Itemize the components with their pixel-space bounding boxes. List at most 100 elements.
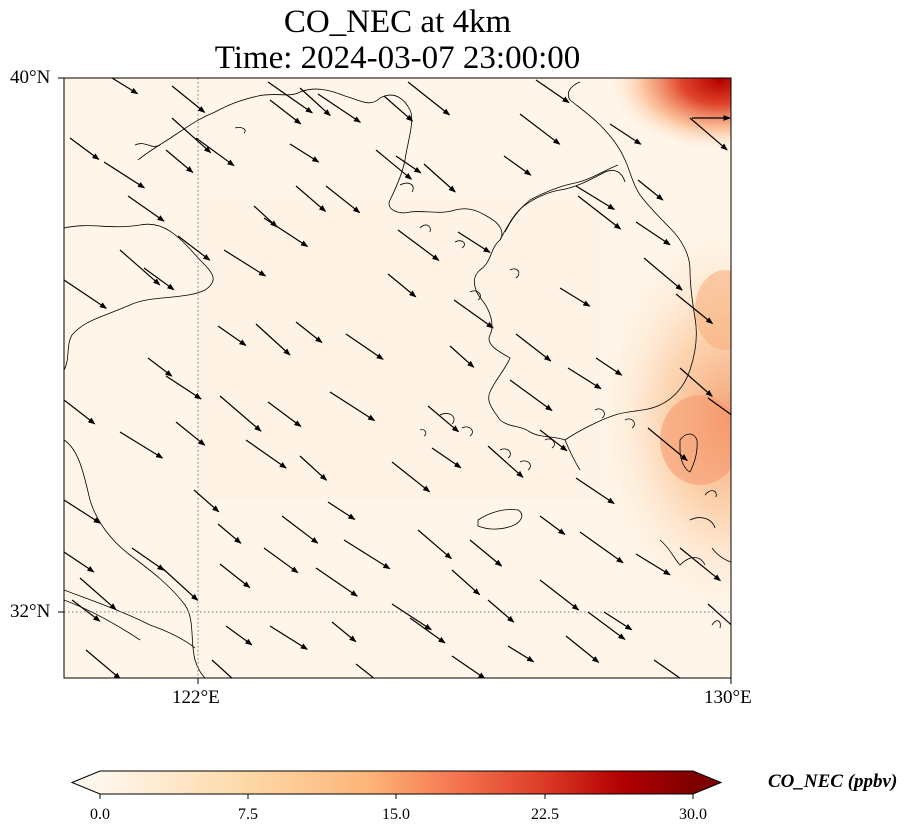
wind-vector-arrow [171, 85, 206, 113]
wind-vector-arrow [637, 179, 664, 201]
wind-vector-arrow [577, 195, 622, 230]
wind-vector-arrow [449, 345, 475, 368]
wind-vector-arrow [423, 163, 456, 193]
wind-vector-arrow [383, 95, 414, 122]
wind-vector-arrow [219, 395, 262, 432]
wind-vector-arrow [281, 515, 319, 544]
colorbar-tick-label: 0.0 [90, 806, 110, 823]
wind-vector-arrow [159, 565, 199, 601]
wind-vector-arrow [119, 431, 164, 459]
gridlines [64, 78, 731, 678]
wind-vector-arrow [119, 249, 161, 286]
lat-tick-label-40n: 40°N [10, 67, 51, 88]
co-concentration-field [64, 78, 731, 678]
wind-vector-arrow [79, 577, 117, 611]
wind-vector-arrow [595, 357, 623, 376]
wind-vector-arrow [131, 547, 165, 571]
wind-vector-arrow [217, 523, 242, 544]
wind-vector-arrow [609, 123, 642, 145]
wind-vector-arrow [64, 279, 107, 309]
wind-vector-arrow [85, 649, 121, 678]
wind-vector-arrow [539, 515, 566, 535]
wind-vector-arrow [587, 611, 626, 640]
wind-vector-arrow [263, 217, 309, 248]
wind-vector-arrow [391, 603, 432, 631]
wind-vector-arrow [299, 455, 328, 481]
wind-vector-arrow [171, 117, 212, 154]
colorbar-tick-label: 22.5 [531, 806, 559, 823]
wind-vector-arrow [289, 143, 320, 163]
wind-vector-arrow [143, 267, 175, 291]
wind-vector-arrow [707, 397, 731, 416]
wind-vector-arrow [487, 445, 524, 478]
colorbar-tick-label: 7.5 [238, 806, 258, 823]
wind-vector-arrow [127, 195, 165, 222]
wind-vector-arrow [679, 367, 713, 397]
wind-vector-arrow [327, 501, 356, 521]
colorbar-tick-label: 15.0 [382, 806, 410, 823]
wind-vector-arrow [575, 477, 615, 505]
axis-ticks [58, 77, 732, 684]
wind-vector-arrow [225, 625, 253, 646]
wind-vector-arrow [567, 367, 602, 390]
wind-vector-arrow [345, 333, 384, 360]
wind-vector-arrow [675, 293, 714, 325]
wind-vector-arrow [427, 405, 460, 433]
wind-vector-arrow [325, 185, 361, 214]
colorbar [70, 770, 723, 799]
wind-vector-arrow [165, 149, 194, 173]
wind-vector-arrow [355, 663, 375, 678]
wind-vector-arrow [343, 539, 391, 570]
wind-vector-arrow [603, 611, 633, 631]
wind-vector-arrow [299, 87, 331, 117]
wind-vector-arrow [69, 137, 100, 160]
wind-vector-arrow [223, 249, 267, 277]
wind-vector-arrow [635, 221, 671, 246]
coastlines [64, 81, 731, 678]
wind-vector-arrow [269, 625, 308, 650]
wind-vector-arrow [519, 113, 561, 145]
wind-vector-arrow [111, 78, 139, 95]
wind-vector-arrow [219, 563, 251, 589]
wind-vector-arrow [165, 375, 202, 400]
wind-vector-arrow [509, 379, 553, 412]
wind-vector-arrow [245, 439, 287, 469]
wind-vector-arrow [269, 99, 302, 125]
wind-vector-arrow [453, 299, 494, 329]
wind-vectors [64, 78, 731, 678]
wind-vector-arrow [387, 273, 417, 298]
wind-vector-arrow [193, 489, 220, 513]
wind-vector-arrow [653, 659, 681, 678]
wind-vector-arrow [331, 621, 357, 643]
wind-vector-arrow [539, 579, 580, 611]
wind-vector-arrow [535, 79, 570, 104]
wind-vector-arrow [147, 357, 173, 377]
wind-vector-arrow [263, 547, 299, 574]
lat-tick-label-32n: 32°N [10, 601, 51, 622]
wind-vector-arrow [575, 185, 616, 211]
wind-vector-arrow [175, 421, 206, 446]
wind-vector-arrow [707, 603, 731, 626]
wind-vector-arrow [217, 325, 247, 346]
wind-vector-arrow [643, 257, 683, 291]
wind-vector-arrow [635, 553, 671, 576]
wind-vector-arrow [177, 235, 211, 261]
colorbar-label: CO_NEC (ppbv) [768, 771, 898, 792]
colorbar-tick-label: 30.0 [679, 806, 707, 823]
wind-vector-arrow [211, 659, 233, 678]
wind-vector-arrow [457, 231, 491, 254]
wind-vector-arrow [103, 161, 146, 189]
wind-vector-arrow [579, 531, 624, 564]
wind-vector-arrow [329, 391, 376, 422]
wind-vector-arrow [679, 547, 721, 582]
wind-vector-arrow [315, 567, 358, 597]
wind-vector-arrow [267, 81, 313, 114]
map-frame [63, 77, 732, 679]
wind-vector-arrow [503, 155, 532, 176]
map-title-line2: Time: 2024-03-07 23:00:00 [214, 40, 581, 76]
wind-vector-arrow [71, 599, 101, 622]
wind-vector-arrow [451, 655, 486, 678]
wind-vector-arrow [295, 185, 327, 212]
wind-vector-arrow [397, 229, 440, 261]
